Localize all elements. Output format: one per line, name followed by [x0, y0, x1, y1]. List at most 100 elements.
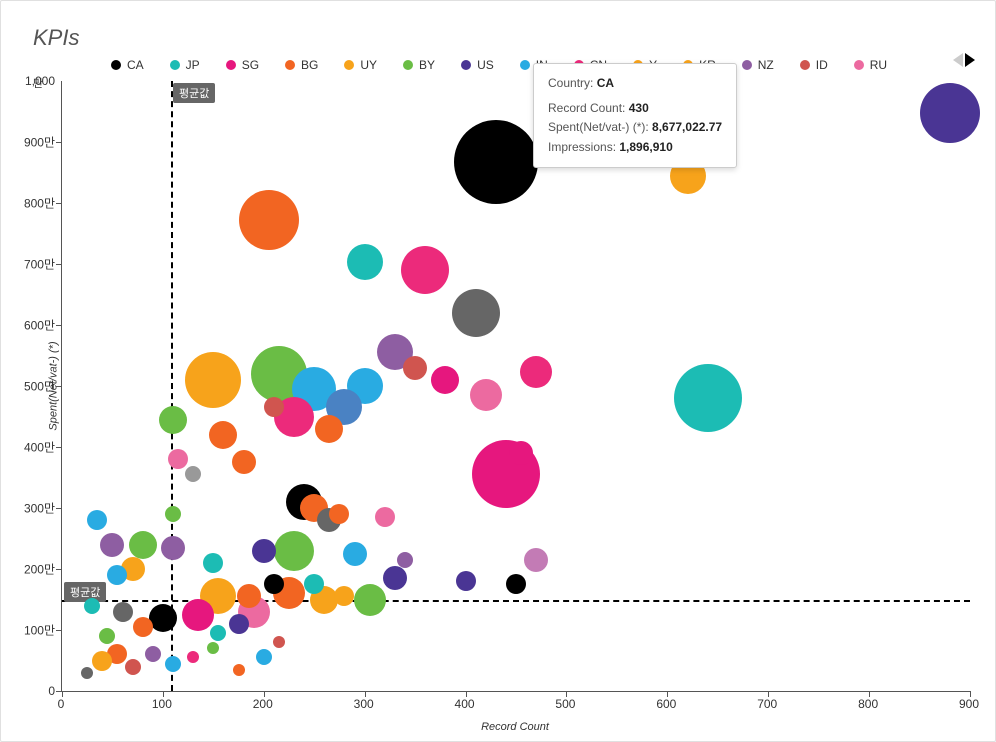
legend-label: BG: [301, 58, 318, 72]
legend-item-sg[interactable]: SG: [226, 58, 259, 72]
bubble[interactable]: [203, 553, 223, 573]
tooltip-row: Impressions: 1,896,910: [548, 138, 722, 157]
legend-label: RU: [870, 58, 887, 72]
y-tick: [56, 264, 62, 265]
y-tick-label: 800만: [1, 195, 55, 212]
bubble[interactable]: [133, 617, 153, 637]
bubble[interactable]: [403, 356, 427, 380]
bubble[interactable]: [165, 506, 181, 522]
bubble[interactable]: [187, 651, 199, 663]
legend-swatch: [520, 60, 530, 70]
y-tick-label: 900만: [1, 134, 55, 151]
y-tick-label: 500만: [1, 378, 55, 395]
y-tick: [56, 508, 62, 509]
legend-label: ID: [816, 58, 828, 72]
bubble[interactable]: [92, 651, 112, 671]
plot-area[interactable]: 평균값평균값: [61, 81, 970, 692]
bubble[interactable]: [431, 366, 459, 394]
bubble[interactable]: [87, 510, 107, 530]
bubble[interactable]: [256, 649, 272, 665]
bubble[interactable]: [129, 531, 157, 559]
bubble[interactable]: [273, 636, 285, 648]
legend-item-ru[interactable]: RU: [854, 58, 887, 72]
bubble[interactable]: [207, 642, 219, 654]
bubble[interactable]: [470, 379, 502, 411]
legend-item-by[interactable]: BY: [403, 58, 435, 72]
legend-swatch: [111, 60, 121, 70]
x-axis-label: Record Count: [61, 721, 969, 733]
bubble[interactable]: [329, 504, 349, 524]
legend-label: UY: [360, 58, 377, 72]
bubble[interactable]: [252, 539, 276, 563]
x-tick-label: 900: [959, 697, 979, 711]
bubble[interactable]: [168, 449, 188, 469]
bubble[interactable]: [84, 598, 100, 614]
bubble[interactable]: [99, 628, 115, 644]
bubble[interactable]: [397, 552, 413, 568]
x-tick-label: 400: [455, 697, 475, 711]
legend-prev-icon[interactable]: [953, 53, 963, 67]
bubble[interactable]: [233, 664, 245, 676]
bubble[interactable]: [375, 507, 395, 527]
legend-item-bg[interactable]: BG: [285, 58, 318, 72]
chart-card: KPIs CAJPSGBGUYBYUSINCNYKRNZIDRU 만 Spent…: [0, 0, 996, 742]
bubble[interactable]: [343, 542, 367, 566]
bubble[interactable]: [81, 667, 93, 679]
bubble[interactable]: [524, 548, 548, 572]
bubble[interactable]: [107, 565, 127, 585]
bubble[interactable]: [506, 574, 526, 594]
bubble[interactable]: [165, 656, 181, 672]
legend-item-us[interactable]: US: [461, 58, 494, 72]
bubble[interactable]: [347, 244, 383, 280]
bubble[interactable]: [520, 356, 552, 388]
bubble[interactable]: [210, 625, 226, 641]
legend-label: JP: [186, 58, 200, 72]
y-tick-label: 600만: [1, 317, 55, 334]
bubble[interactable]: [125, 659, 141, 675]
bubble[interactable]: [232, 450, 256, 474]
legend-item-uy[interactable]: UY: [344, 58, 377, 72]
legend-item-id[interactable]: ID: [800, 58, 828, 72]
bubble[interactable]: [239, 190, 299, 250]
bubble[interactable]: [674, 364, 742, 432]
legend-swatch: [226, 60, 236, 70]
bubble[interactable]: [456, 571, 476, 591]
bubble[interactable]: [161, 536, 185, 560]
bubble[interactable]: [334, 586, 354, 606]
bubble[interactable]: [100, 533, 124, 557]
bubble[interactable]: [237, 584, 261, 608]
bubble[interactable]: [454, 120, 538, 204]
bubble[interactable]: [145, 646, 161, 662]
bubble[interactable]: [209, 421, 237, 449]
bubble[interactable]: [229, 614, 249, 634]
chart-title: KPIs: [33, 25, 79, 51]
avg-label-vertical: 평균값: [173, 83, 215, 103]
bubble[interactable]: [315, 415, 343, 443]
bubble[interactable]: [264, 397, 284, 417]
bubble[interactable]: [159, 406, 187, 434]
legend-swatch: [403, 60, 413, 70]
bubble[interactable]: [185, 352, 241, 408]
legend-next-icon[interactable]: [965, 53, 975, 67]
bubble[interactable]: [185, 466, 201, 482]
legend-item-ca[interactable]: CA: [111, 58, 144, 72]
legend-item-nz[interactable]: NZ: [742, 58, 774, 72]
bubble[interactable]: [149, 604, 177, 632]
legend-item-jp[interactable]: JP: [170, 58, 200, 72]
avg-label-horizontal: 평균값: [64, 582, 106, 602]
bubble[interactable]: [182, 599, 214, 631]
bubble[interactable]: [383, 566, 407, 590]
legend-pager: [953, 53, 975, 67]
y-tick: [56, 203, 62, 204]
bubble[interactable]: [401, 246, 449, 294]
bubble[interactable]: [304, 574, 324, 594]
legend-label: US: [477, 58, 494, 72]
bubble[interactable]: [354, 584, 386, 616]
bubble[interactable]: [920, 83, 980, 143]
bubble[interactable]: [452, 289, 500, 337]
bubble[interactable]: [274, 531, 314, 571]
bubble[interactable]: [264, 574, 284, 594]
bubble[interactable]: [113, 602, 133, 622]
y-tick-label: 300만: [1, 500, 55, 517]
bubble[interactable]: [509, 441, 533, 465]
